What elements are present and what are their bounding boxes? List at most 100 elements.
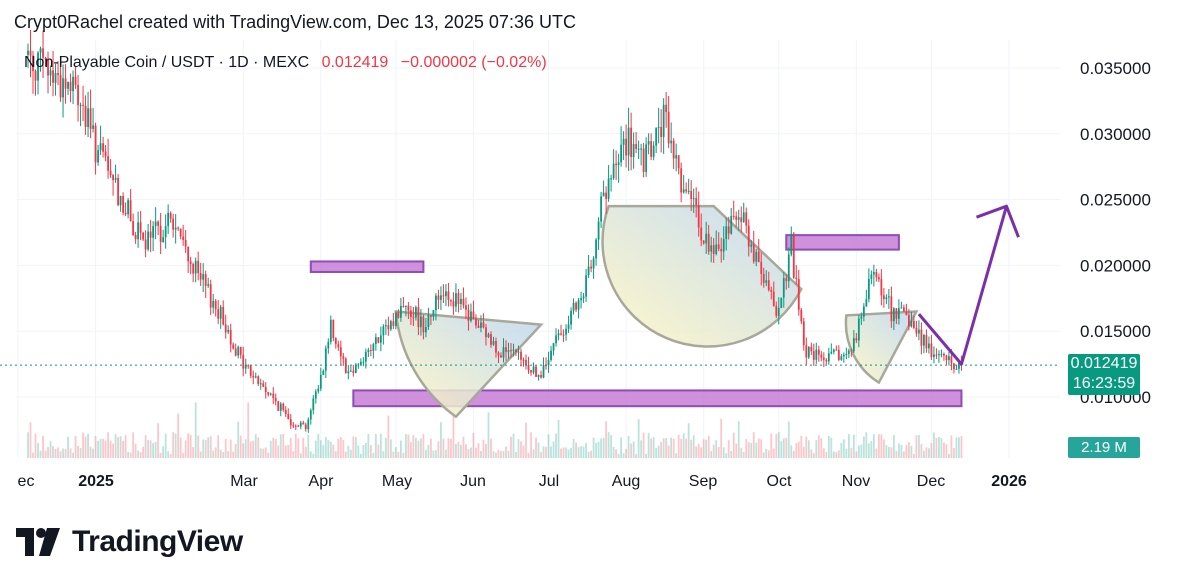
candle-body-371 bbox=[955, 368, 958, 370]
volume-bar-4 bbox=[37, 443, 39, 458]
candle-body-166 bbox=[442, 295, 445, 297]
candle-body-18 bbox=[72, 76, 74, 92]
volume-bar-143 bbox=[384, 437, 387, 458]
candle-body-79 bbox=[224, 324, 227, 333]
volume-bar-206 bbox=[542, 446, 545, 458]
candle-body-175 bbox=[465, 305, 467, 310]
candle-body-143 bbox=[384, 325, 387, 327]
candle-body-273 bbox=[710, 245, 713, 252]
volume-bar-355 bbox=[915, 435, 918, 458]
candle-body-102 bbox=[282, 403, 285, 410]
volume-bar-278 bbox=[722, 447, 725, 458]
candle-body-331 bbox=[855, 338, 858, 341]
candle-body-357 bbox=[920, 329, 923, 346]
candle-body-66 bbox=[192, 264, 195, 274]
volume-bar-199 bbox=[525, 422, 527, 458]
volume-bar-261 bbox=[680, 438, 683, 458]
volume-bar-191 bbox=[505, 446, 507, 458]
candle-body-186 bbox=[492, 340, 495, 345]
candle-body-155 bbox=[415, 307, 417, 318]
candle-body-208 bbox=[547, 360, 550, 366]
candle-body-22 bbox=[82, 104, 84, 106]
candle-body-218 bbox=[572, 302, 575, 311]
candle-body-85 bbox=[239, 346, 242, 355]
candle-body-278 bbox=[722, 239, 725, 252]
symbol-name[interactable]: Non-Playable Coin / USDT · 1D · MEXC bbox=[24, 54, 310, 71]
candle-body-236 bbox=[617, 162, 620, 166]
price-axis: 0.035000 0.030000 0.025000 0.020000 0.015000… bbox=[1080, 59, 1151, 407]
volume-bar-16 bbox=[67, 436, 69, 458]
volume-bar-141 bbox=[379, 433, 382, 458]
volume-bar-213 bbox=[560, 448, 562, 458]
candle-body-232 bbox=[607, 178, 610, 199]
volume-bar-289 bbox=[750, 442, 753, 458]
candle-body-54 bbox=[162, 237, 165, 243]
candle-body-221 bbox=[580, 298, 582, 301]
candle-body-290 bbox=[752, 244, 755, 262]
candle-body-240 bbox=[627, 127, 630, 156]
volume-bar-64 bbox=[187, 433, 190, 458]
candle-body-254 bbox=[662, 104, 665, 137]
candle-body-249 bbox=[650, 141, 653, 157]
volume-bar-57 bbox=[169, 453, 172, 458]
candle-body-256 bbox=[667, 112, 670, 144]
zone-rect-1 bbox=[309, 260, 425, 273]
volume-bar-174 bbox=[462, 436, 465, 458]
candle-body-172 bbox=[457, 293, 460, 304]
candle-body-118 bbox=[322, 370, 325, 375]
candle-body-327 bbox=[845, 353, 848, 355]
candle-body-181 bbox=[480, 322, 482, 328]
tradingview-logo[interactable]: TradingView bbox=[16, 525, 243, 559]
candle-body-196 bbox=[517, 351, 520, 353]
candle-body-296 bbox=[767, 280, 770, 290]
volume-bar-1 bbox=[29, 422, 32, 458]
volume-bar-45 bbox=[139, 452, 142, 458]
fan-shape-1 bbox=[601, 204, 803, 348]
volume-bar-117 bbox=[319, 440, 322, 458]
candle-body-197 bbox=[520, 351, 522, 360]
projection-line-0 bbox=[917, 205, 1008, 366]
volume-bar-53 bbox=[159, 453, 162, 458]
volume-bar-294 bbox=[762, 452, 765, 458]
volume-bar-124 bbox=[337, 438, 340, 458]
x-tick-label-11: Dec bbox=[917, 473, 945, 490]
volume-bar-334 bbox=[862, 436, 865, 458]
candle-body-174 bbox=[462, 298, 465, 306]
fan-shape-2 bbox=[844, 310, 919, 385]
candle-body-195 bbox=[515, 349, 517, 353]
volume-bar-162 bbox=[432, 450, 435, 458]
volume-bar-75 bbox=[214, 447, 217, 458]
volume-bar-35 bbox=[114, 434, 117, 458]
chart-attribution: Crypt0Rachel created with TradingView.co… bbox=[14, 12, 576, 32]
candle-body-345 bbox=[890, 296, 893, 322]
volume-bar-175 bbox=[465, 444, 467, 458]
volume-bar-335 bbox=[865, 432, 868, 458]
candle-body-7 bbox=[44, 57, 47, 59]
volume-bar-169 bbox=[450, 438, 452, 458]
x-tick-label-10: Nov bbox=[842, 473, 870, 490]
candle-body-125 bbox=[339, 347, 342, 357]
volume-bar-50 bbox=[152, 443, 155, 458]
candle-body-152 bbox=[407, 305, 410, 311]
volume-bar-41 bbox=[129, 452, 132, 458]
volume-bar-208 bbox=[547, 434, 550, 458]
candle-body-160 bbox=[427, 315, 430, 327]
candle-body-95 bbox=[264, 386, 267, 393]
candle-body-36 bbox=[117, 177, 120, 206]
volume-bar-163 bbox=[435, 450, 437, 458]
volume-bar-17 bbox=[69, 448, 72, 458]
volume-bar-88 bbox=[247, 402, 250, 458]
volume-bar-157 bbox=[420, 438, 422, 458]
candle-body-189 bbox=[500, 355, 502, 358]
volume-bar-108 bbox=[297, 438, 300, 458]
volume-bar-188 bbox=[497, 449, 500, 458]
volume-bar-359 bbox=[925, 447, 928, 458]
volume-bar-283 bbox=[735, 443, 738, 458]
volume-bar-145 bbox=[389, 439, 392, 458]
volume-bar-70 bbox=[202, 439, 205, 458]
volume-bar-91 bbox=[254, 434, 257, 458]
volume-bar-110 bbox=[302, 437, 305, 458]
candle-body-258 bbox=[672, 140, 675, 159]
volume-bar-186 bbox=[492, 451, 495, 458]
